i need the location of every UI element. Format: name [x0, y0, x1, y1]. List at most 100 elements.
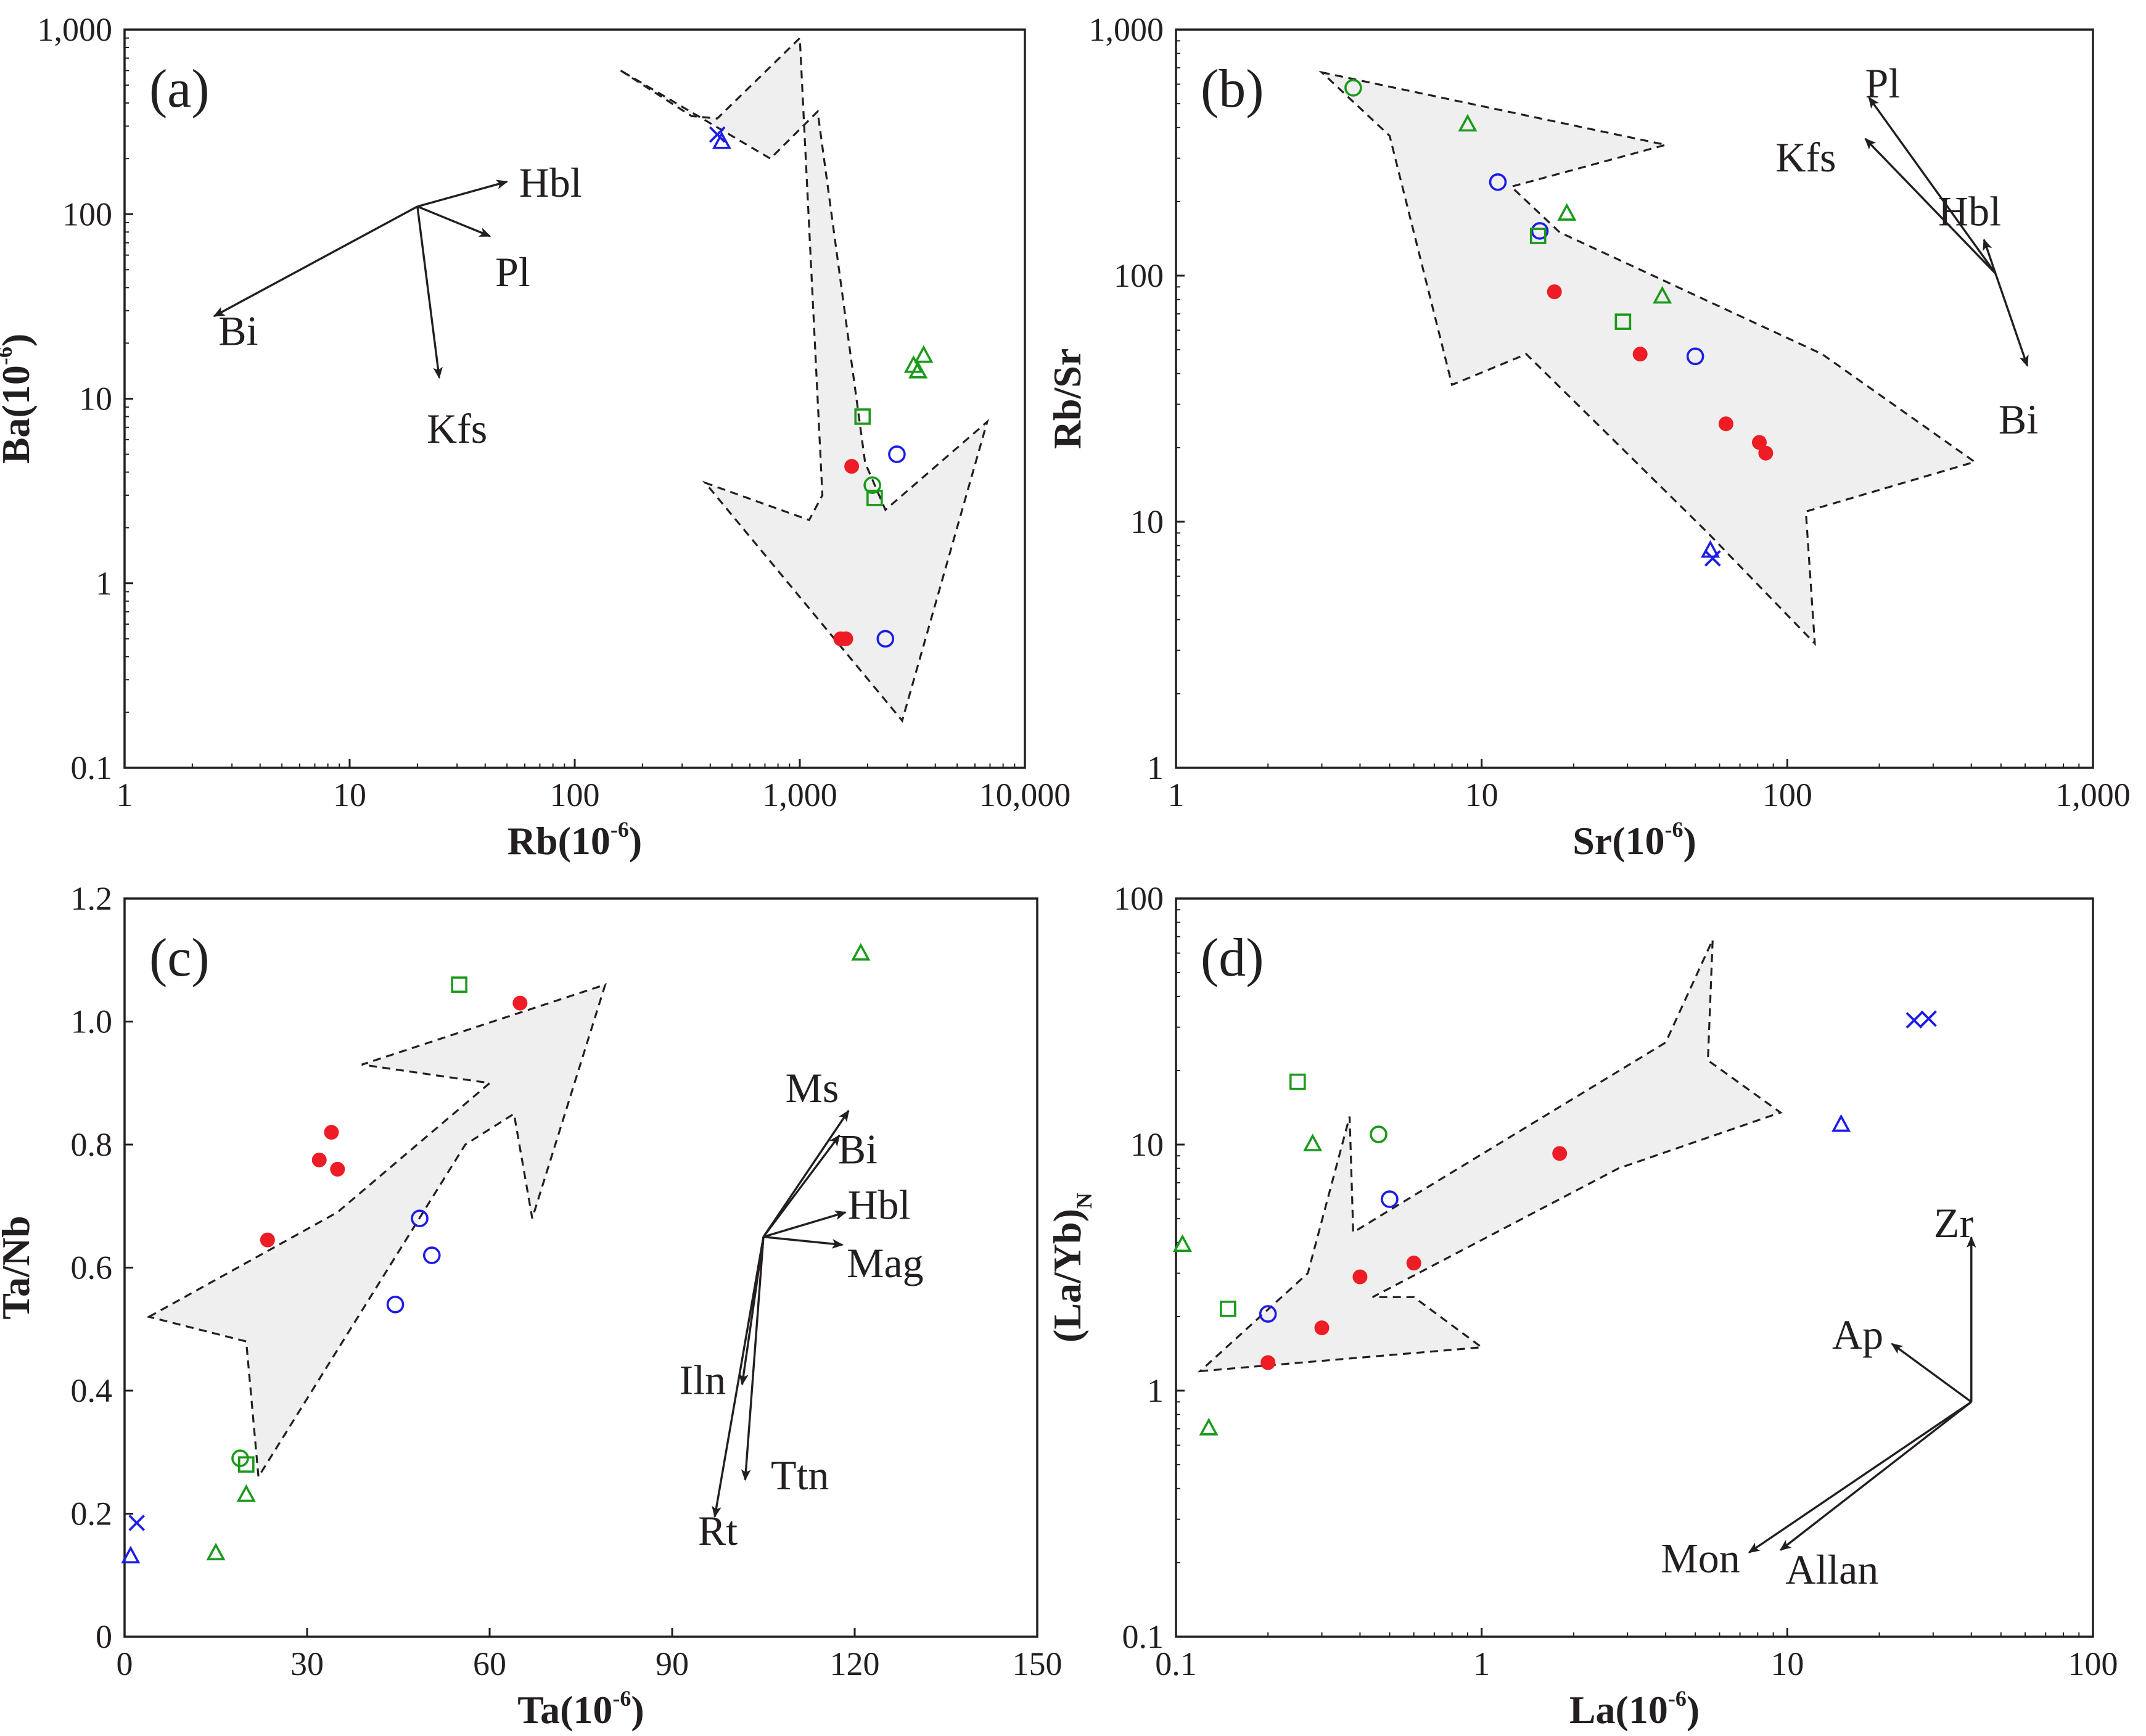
- data-point-dot-red: [260, 1232, 275, 1248]
- data-point-circle-blue: [876, 630, 895, 648]
- data-point-dot-red: [330, 1161, 345, 1177]
- vector-bi-c: [762, 1134, 841, 1238]
- x-axis-label-close: ): [631, 1688, 644, 1732]
- data-point-square-green: [1220, 1301, 1236, 1317]
- x-tick-label-c: 30: [290, 1645, 324, 1682]
- data-point-square-green: [854, 408, 871, 425]
- data-point-triangle-blue: [121, 1545, 141, 1564]
- vector-label-pl-a: Pl: [495, 249, 530, 295]
- y-axis-label-text: Ba(10: [0, 365, 38, 464]
- vector-label-ttn-c: Ttn: [771, 1452, 829, 1499]
- data-point-x-blue: [1906, 1012, 1923, 1029]
- data-point-dot-red: [1352, 1269, 1368, 1285]
- vector-label-rt-c: Rt: [698, 1507, 738, 1554]
- y-axis-label-d: (La/Yb)N: [1045, 1193, 1096, 1343]
- y-tick-label-b: 1: [1147, 749, 1164, 786]
- data-point-dot-red: [512, 995, 528, 1011]
- data-point-circle-blue: [1259, 1305, 1277, 1323]
- vector-label-allan-d: Allan: [1785, 1546, 1878, 1593]
- y-axis-label-c: Ta/Nb: [0, 1216, 38, 1319]
- trend-arrow-d: [1197, 939, 1783, 1373]
- vector-mag-c: [763, 1235, 844, 1249]
- y-tick-label-c: 0.2: [71, 1495, 113, 1532]
- panel-label-d: (d): [1201, 928, 1264, 988]
- data-point-x-blue: [128, 1515, 146, 1531]
- data-point-dot-red: [838, 631, 853, 646]
- data-point-triangle-green: [851, 943, 871, 961]
- x-tick-label-b: 10: [1465, 776, 1498, 813]
- x-axis-label-text: Rb(10: [508, 819, 610, 863]
- x-tick-label-b: 1: [1168, 776, 1185, 813]
- panel-label-a: (a): [149, 59, 210, 119]
- data-point-dot-red: [1758, 445, 1774, 461]
- y-axis-label-a: Ba(10-6): [0, 334, 38, 464]
- vector-ap-d: [1891, 1343, 1972, 1403]
- data-point-square-green: [1289, 1073, 1306, 1090]
- x-axis-label-text: Sr(10: [1572, 819, 1664, 863]
- panel-d: 0.1 1 10 100 0.1 1 10 100 La(10-6) (La/Yb)N (d) Zr A…: [1045, 880, 2118, 1732]
- x-tick-label-d: 0.1: [1155, 1645, 1197, 1682]
- y-axis-label-text: Rb/Sr: [1045, 348, 1089, 450]
- x-axis-label-a: Rb(10-6): [508, 817, 642, 863]
- data-point-circle-blue: [888, 445, 906, 463]
- y-axis-label-text: Ta/Nb: [0, 1216, 38, 1319]
- y-tick-label-c: 0.8: [71, 1126, 113, 1163]
- vector-label-ap-d: Ap: [1832, 1311, 1883, 1358]
- data-point-dot-red: [1547, 284, 1562, 300]
- y-tick-label-a: 100: [62, 195, 112, 232]
- vector-label-ms-c: Ms: [785, 1064, 839, 1111]
- y-tick-label-b: 10: [1130, 503, 1164, 540]
- x-axis-label-b: Sr(10-6): [1572, 817, 1696, 863]
- trend-arrow-a: [620, 36, 989, 723]
- vector-ttn-c: [741, 1236, 765, 1481]
- data-point-circle-blue: [1381, 1190, 1399, 1208]
- vector-hbl-c: [763, 1211, 847, 1238]
- x-axis-label-text: La(10: [1569, 1688, 1668, 1732]
- panel-label-c: (c): [149, 928, 210, 988]
- y-tick-label-c: 1.0: [71, 1003, 113, 1040]
- vector-label-zr-d: Zr: [1934, 1199, 1974, 1246]
- vector-label-mag-c: Mag: [847, 1240, 924, 1286]
- vector-label-bi-c: Bi: [838, 1126, 878, 1173]
- trend-arrow-c: [146, 983, 607, 1480]
- x-tick-label-d: 10: [1770, 1645, 1804, 1682]
- x-tick-label-c: 150: [1013, 1645, 1063, 1682]
- vector-label-bi-b: Bi: [1999, 396, 2038, 443]
- x-tick-label-b: 100: [1762, 776, 1812, 813]
- data-point-square-green: [866, 490, 883, 506]
- y-tick-label-b: 100: [1114, 257, 1164, 294]
- data-point-square-green: [238, 1456, 255, 1473]
- x-tick-label-d: 100: [2068, 1645, 2118, 1682]
- y-tick-label-c: 0: [96, 1618, 112, 1655]
- x-axis-label-close: ): [1687, 1688, 1700, 1732]
- vector-bi-a: [213, 205, 418, 318]
- data-point-square-green: [1614, 313, 1632, 330]
- x-tick-label-a: 1: [117, 776, 133, 813]
- vector-label-kfs-b: Kfs: [1775, 134, 1836, 181]
- data-point-circle-blue: [1489, 173, 1507, 191]
- x-axis-label-d: La(10-6): [1569, 1686, 1700, 1732]
- data-point-triangle-blue: [712, 131, 731, 149]
- x-tick-label-a: 100: [550, 776, 600, 813]
- y-tick-label-a: 1,000: [38, 11, 113, 48]
- x-axis-label-unit: -6: [612, 1686, 631, 1711]
- y-tick-label-d: 10: [1130, 1126, 1164, 1163]
- x-tick-label-c: 0: [117, 1645, 133, 1682]
- data-point-circle-green: [1344, 79, 1362, 97]
- y-tick-label-a: 10: [79, 381, 112, 418]
- x-tick-label-c: 120: [830, 1645, 880, 1682]
- y-axis-label-text: (La/Yb): [1045, 1209, 1089, 1343]
- data-point-triangle-blue: [1832, 1114, 1851, 1132]
- vector-ms-c: [762, 1109, 850, 1238]
- panel-b: 1 10 100 1,000 1 10 100 1,000 Sr(10-6) Rb/Sr (b) Pl…: [1045, 11, 2131, 863]
- data-point-dot-red: [1406, 1256, 1421, 1271]
- data-point-triangle-green: [1458, 113, 1478, 132]
- panel-a: 1 10 100 1,000 10,0000.11101001,000Rb(10-6)B…: [0, 11, 1071, 863]
- x-tick-label-d: 1: [1473, 1645, 1490, 1682]
- data-point-circle-green: [863, 476, 881, 495]
- x-axis-label-unit: -6: [1665, 817, 1684, 842]
- y-tick-label-a: 0.1: [71, 749, 113, 786]
- y-tick-label-b: 1,000: [1089, 11, 1164, 48]
- panel-label-b: (b): [1201, 59, 1264, 119]
